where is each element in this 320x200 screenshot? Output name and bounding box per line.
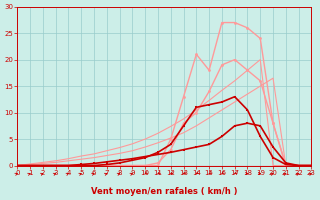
X-axis label: Vent moyen/en rafales ( km/h ): Vent moyen/en rafales ( km/h ) [91, 187, 238, 196]
